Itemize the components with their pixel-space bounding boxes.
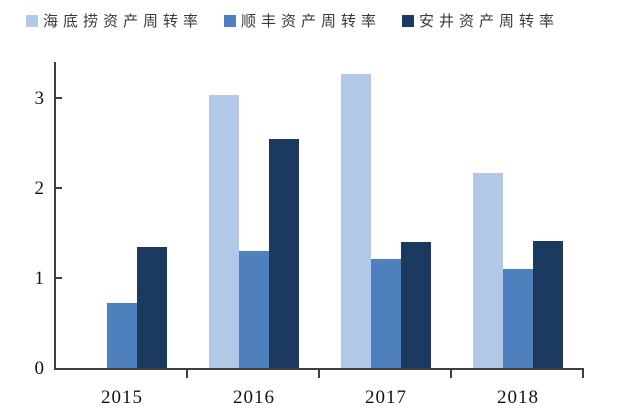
x-tick-mark xyxy=(582,370,584,378)
bar-series0-2016 xyxy=(209,95,239,368)
legend-label-shunfeng: 顺丰资产周转率 xyxy=(241,14,382,30)
legend-item-haidilao: 海底捞资产周转率 xyxy=(26,10,203,31)
x-tick-label: 2018 xyxy=(497,387,539,408)
x-tick-mark xyxy=(450,370,452,378)
bar-series2-2016 xyxy=(269,138,299,368)
legend: 海底捞资产周转率 顺丰资产周转率 安井资产周转率 xyxy=(26,10,559,31)
x-tick-label: 2016 xyxy=(233,387,275,408)
y-tick-mark xyxy=(56,187,62,189)
legend-swatch-anjing xyxy=(402,14,415,27)
bar-series2-2018 xyxy=(533,241,563,368)
y-tick-mark xyxy=(56,277,62,279)
legend-swatch-haidilao xyxy=(26,14,38,27)
bar-series0-2017 xyxy=(341,73,371,368)
y-tick-label: 1 xyxy=(34,268,45,289)
y-tick-label: 3 xyxy=(34,88,45,109)
legend-item-shunfeng: 顺丰资产周转率 xyxy=(224,10,381,31)
y-tick-mark xyxy=(56,97,62,99)
legend-label-haidilao: 海底捞资产周转率 xyxy=(43,14,204,30)
bar-series1-2018 xyxy=(503,269,533,368)
bar-series2-2015 xyxy=(137,247,167,368)
x-tick-mark xyxy=(186,370,188,378)
y-tick-label: 0 xyxy=(34,358,45,379)
legend-swatch-shunfeng xyxy=(224,14,237,27)
y-tick-label: 2 xyxy=(34,178,45,199)
bar-series1-2015 xyxy=(107,303,137,368)
bar-series0-2018 xyxy=(473,172,503,368)
legend-label-anjing: 安井资产周转率 xyxy=(419,14,560,30)
legend-item-anjing: 安井资产周转率 xyxy=(402,10,559,31)
bar-series2-2017 xyxy=(401,242,431,368)
x-tick-label: 2015 xyxy=(101,387,143,408)
plot-area: 0 1 2 3 2015 2016 2017 2018 xyxy=(35,62,584,408)
bar-series1-2016 xyxy=(239,251,269,368)
x-tick-label: 2017 xyxy=(365,387,407,408)
bar-series1-2017 xyxy=(371,259,401,368)
x-tick-mark xyxy=(318,370,320,378)
